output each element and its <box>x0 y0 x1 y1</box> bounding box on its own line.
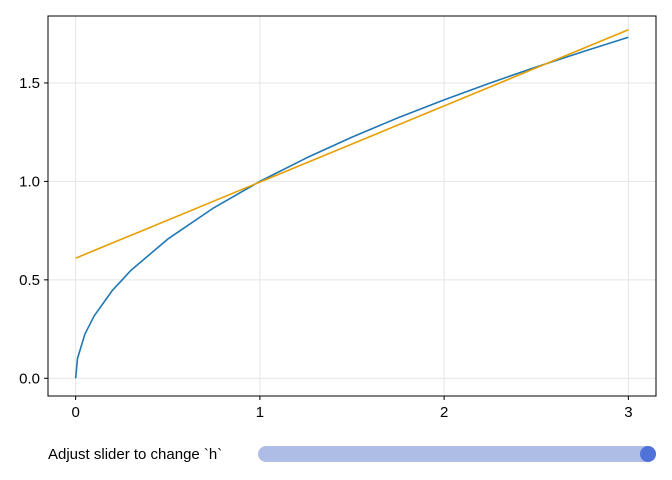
grid-lines <box>48 16 656 396</box>
x-tick-label: 3 <box>624 404 632 420</box>
series-line-2 <box>75 29 629 259</box>
series-line-1 <box>74 36 629 379</box>
h-slider-track[interactable] <box>258 446 656 462</box>
y-tick-label: 0.5 <box>19 272 40 289</box>
x-tick-label: 0 <box>71 404 79 420</box>
series-lines <box>74 29 629 379</box>
x-tick-label: 2 <box>440 404 448 420</box>
y-tick-label: 1.5 <box>19 75 40 92</box>
slider-row: Adjust slider to change `h` <box>0 432 672 480</box>
axis-ticks: 0 1 2 3 0.0 0.5 1.0 1.5 <box>19 75 632 420</box>
line-chart: 0 1 2 3 0.0 0.5 1.0 1.5 <box>19 15 657 420</box>
x-tick-label: 1 <box>256 404 264 420</box>
h-slider-handle[interactable] <box>640 446 656 462</box>
plot-frame <box>47 15 657 397</box>
y-tick-label: 0.0 <box>19 370 40 387</box>
y-tick-label: 1.0 <box>19 173 40 190</box>
slider-label: Adjust slider to change `h` <box>48 446 223 463</box>
